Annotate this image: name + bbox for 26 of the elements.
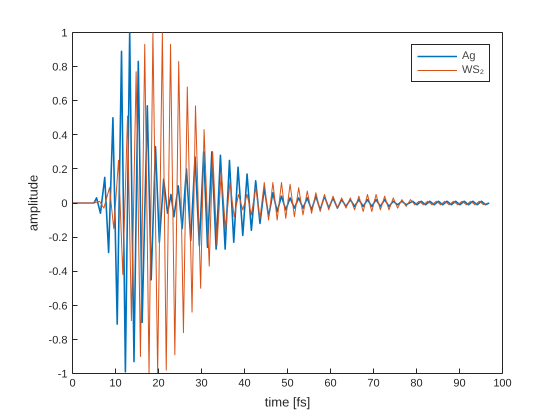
y-tick-label: 1 bbox=[61, 28, 68, 40]
x-tick-label: 100 bbox=[493, 378, 512, 390]
legend-label: Ag bbox=[462, 50, 476, 62]
x-tick-label: 70 bbox=[367, 378, 380, 390]
y-tick-label: -0.2 bbox=[48, 232, 68, 244]
x-axis-title: time [fs] bbox=[264, 394, 310, 410]
x-tick-label: 20 bbox=[152, 378, 165, 390]
y-tick-label: -0.8 bbox=[48, 334, 68, 346]
y-axis-title: amplitude bbox=[26, 174, 41, 232]
x-tick-label: 50 bbox=[281, 378, 294, 390]
y-tick-label: 0.4 bbox=[52, 130, 68, 142]
y-tick-label: -0.4 bbox=[48, 266, 68, 278]
x-tick-label: 60 bbox=[324, 378, 337, 390]
y-tick-label: -1 bbox=[58, 368, 68, 380]
x-tick-label: 80 bbox=[410, 378, 423, 390]
x-tick-label: 40 bbox=[238, 378, 251, 390]
x-tick-label: 30 bbox=[195, 378, 208, 390]
x-tick-label: 0 bbox=[69, 378, 76, 390]
y-tick-label: 0.8 bbox=[52, 62, 68, 74]
y-tick-label: 0 bbox=[61, 198, 68, 210]
y-tick-label: 0.6 bbox=[52, 96, 68, 108]
x-tick-label: 10 bbox=[109, 378, 122, 390]
x-tick-label: 90 bbox=[453, 378, 466, 390]
y-tick-label: -0.6 bbox=[48, 300, 68, 312]
y-tick-label: 0.2 bbox=[52, 164, 68, 176]
legend-label: WS₂ bbox=[462, 64, 484, 76]
